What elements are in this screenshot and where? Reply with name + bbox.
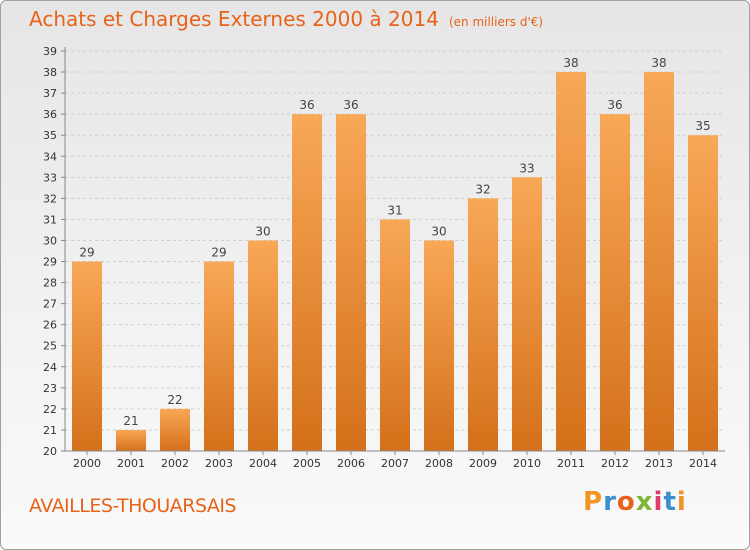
- y-tick-label: 20: [43, 445, 57, 458]
- logo-letter: i: [676, 487, 687, 517]
- logo-letter: t: [663, 487, 677, 517]
- chart-unit: (en milliers d'€): [448, 15, 544, 29]
- x-tick-label: 2009: [469, 457, 497, 470]
- data-label: 36: [299, 98, 314, 112]
- x-tick-label: 2014: [689, 457, 717, 470]
- y-tick-label: 25: [43, 340, 57, 353]
- x-tick-label: 2005: [293, 457, 321, 470]
- y-tick-label: 35: [43, 129, 57, 142]
- y-tick-label: 27: [43, 298, 57, 311]
- y-tick-label: 21: [43, 424, 57, 437]
- data-label: 35: [695, 119, 710, 133]
- y-tick-label: 26: [43, 319, 57, 332]
- y-tick-label: 33: [43, 171, 57, 184]
- y-axis-labels: 20 21 22 23 24 25 26 27 28 29 30 31 32 33 34 35 36 37 38 39: [43, 45, 57, 458]
- data-labels: 29 21 22 29 30 36 36 31 30 32 33 38 36 38 35: [79, 56, 710, 428]
- x-tick-label: 2000: [73, 457, 101, 470]
- y-tick-label: 34: [43, 150, 57, 163]
- x-tick-label: 2011: [557, 457, 585, 470]
- y-tick-label: 29: [43, 256, 57, 269]
- bar: [556, 72, 586, 451]
- data-label: 31: [387, 203, 402, 217]
- data-label: 29: [211, 246, 226, 260]
- chart-title-text: Achats et Charges Externes 2000 à 2014: [29, 7, 439, 31]
- chart-title: Achats et Charges Externes 2000 à 2014 (e…: [29, 7, 543, 31]
- y-tick-label: 32: [43, 192, 57, 205]
- logo-letter: o: [616, 487, 636, 517]
- axes: [64, 47, 725, 455]
- data-label: 33: [519, 161, 534, 175]
- y-tick-label: 22: [43, 403, 57, 416]
- bar: [468, 198, 498, 451]
- data-label: 29: [79, 246, 94, 260]
- bar: [116, 429, 146, 451]
- data-label: 36: [343, 98, 358, 112]
- bar: [292, 114, 322, 451]
- y-tick-label: 30: [43, 234, 57, 247]
- logo-letter: P: [583, 487, 604, 517]
- proxiti-logo[interactable]: Proxiti: [583, 487, 687, 517]
- data-label: 30: [255, 224, 270, 238]
- y-tick-label: 28: [43, 277, 57, 290]
- y-tick-label: 39: [43, 45, 57, 58]
- city-name: AVAILLES-THOUARSAIS: [29, 495, 237, 517]
- bar: [336, 114, 366, 451]
- bar: [204, 261, 234, 451]
- data-label: 21: [123, 414, 138, 428]
- y-tick-label: 38: [43, 66, 57, 79]
- x-tick-label: 2004: [249, 457, 277, 470]
- bar: [72, 261, 102, 451]
- x-tick-label: 2001: [117, 457, 145, 470]
- logo-letter: r: [603, 487, 617, 517]
- x-tick-label: 2013: [645, 457, 673, 470]
- x-tick-label: 2002: [161, 457, 189, 470]
- y-tick-label: 23: [43, 382, 57, 395]
- bars: [72, 72, 718, 452]
- x-tick-label: 2007: [381, 457, 409, 470]
- data-label: 38: [563, 56, 578, 70]
- data-label: 30: [431, 224, 446, 238]
- bar: [512, 177, 542, 451]
- bar: [248, 240, 278, 451]
- bar: [424, 240, 454, 451]
- x-tick-label: 2008: [425, 457, 453, 470]
- bar: [160, 408, 190, 451]
- data-label: 36: [607, 98, 622, 112]
- bar: [644, 72, 674, 451]
- x-tick-label: 2006: [337, 457, 365, 470]
- bar: [688, 135, 718, 452]
- y-tick-label: 37: [43, 87, 57, 100]
- bar: [600, 114, 630, 451]
- data-label: 22: [167, 393, 182, 407]
- y-tick-label: 31: [43, 213, 57, 226]
- y-tick-label: 24: [43, 361, 57, 374]
- x-tick-label: 2003: [205, 457, 233, 470]
- x-tick-label: 2010: [513, 457, 541, 470]
- data-label: 38: [651, 56, 666, 70]
- x-tick-label: 2012: [601, 457, 629, 470]
- bar: [380, 219, 410, 451]
- logo-letter: x: [635, 487, 654, 517]
- x-axis-labels: 2000 2001 2002 2003 2004 2005 2006 2007 2008 2009…: [73, 457, 717, 470]
- y-tick-label: 36: [43, 108, 57, 121]
- logo-letter: i: [653, 487, 664, 517]
- data-label: 32: [475, 182, 490, 196]
